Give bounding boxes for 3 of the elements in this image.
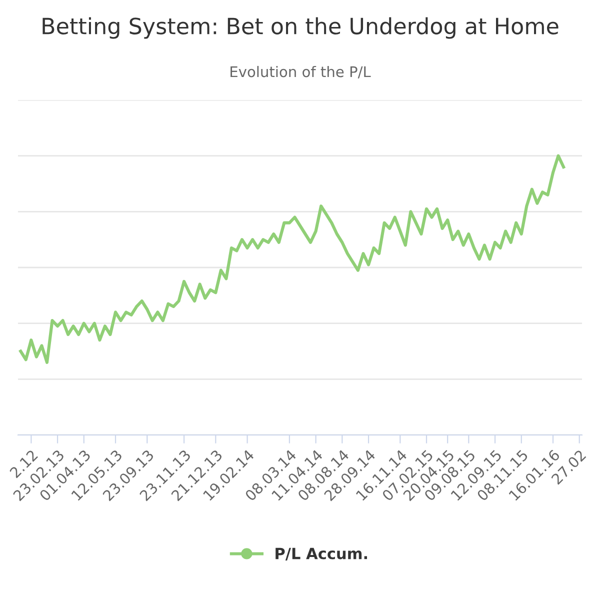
chart-title: Betting System: Bet on the Underdog at Home (42, 17, 558, 39)
chart-subtitle: Evolution of the P/L (230, 66, 371, 78)
legend-label: P/L Accum. (276, 548, 368, 560)
